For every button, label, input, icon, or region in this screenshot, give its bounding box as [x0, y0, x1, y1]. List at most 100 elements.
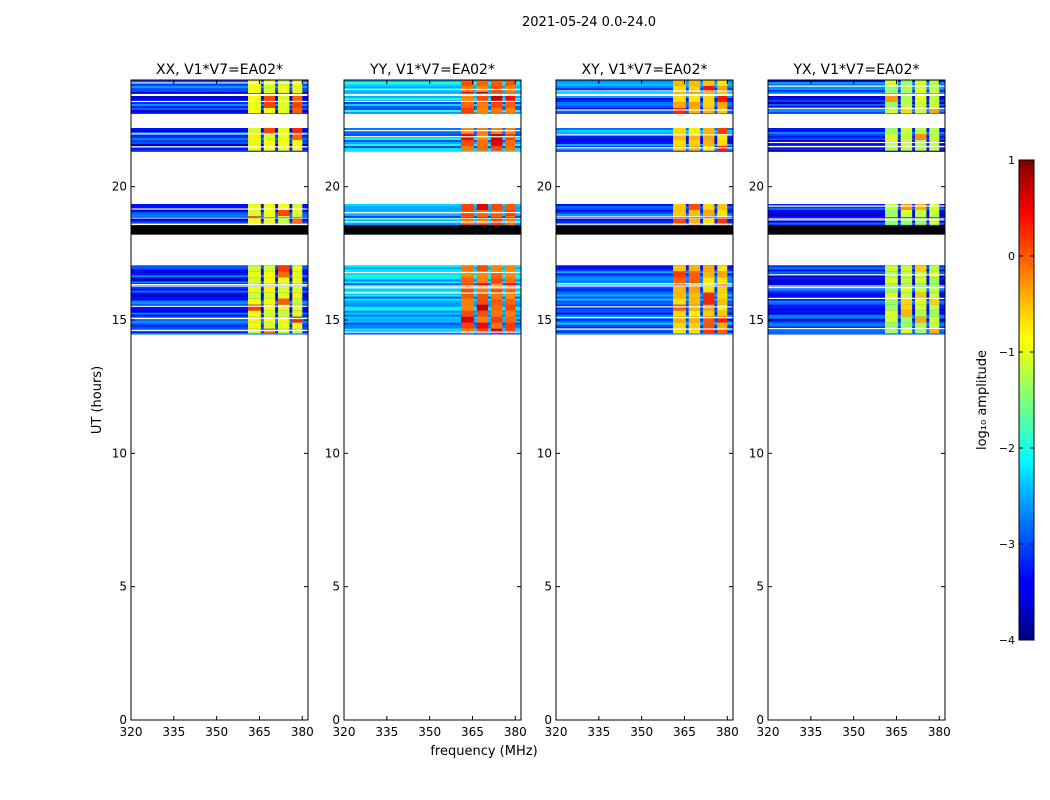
texture-stripe — [768, 332, 945, 335]
band-cell — [461, 298, 474, 305]
texture-stripe — [556, 290, 733, 293]
texture-stripe — [131, 300, 308, 303]
band-cell — [885, 92, 898, 94]
band-cell — [688, 86, 701, 92]
texture-stripe — [556, 320, 733, 323]
texture-stripe — [344, 332, 521, 335]
texture-stripe — [344, 324, 521, 327]
band-cell — [703, 224, 715, 226]
band-cell — [673, 328, 686, 334]
y-tick-label: 5 — [332, 580, 340, 594]
band-cell — [491, 265, 503, 272]
band-cell — [476, 204, 489, 210]
band-cell — [688, 134, 701, 140]
texture-stripe — [131, 110, 308, 112]
band-cell — [673, 218, 686, 225]
band-cell — [292, 96, 303, 102]
texture-stripe — [768, 316, 945, 319]
texture-stripe — [556, 214, 733, 216]
band-cell — [278, 298, 290, 305]
band-cell — [929, 328, 940, 334]
texture-stripe — [556, 294, 733, 297]
texture-stripe — [131, 265, 308, 268]
texture-stripe — [768, 150, 945, 152]
band-cell — [476, 146, 489, 151]
band-cell — [673, 304, 686, 311]
texture-stripe — [768, 128, 945, 130]
flag-line — [556, 283, 733, 285]
band-cell — [263, 286, 276, 293]
band-cell — [703, 80, 715, 86]
texture-stripe — [768, 144, 945, 146]
texture-stripe — [768, 320, 945, 323]
panel-title: YY, V1*V7=EA02* — [369, 62, 495, 78]
band-cell — [263, 96, 276, 102]
texture-stripe — [556, 100, 733, 102]
texture-stripe — [344, 148, 521, 150]
band-cell — [263, 218, 276, 225]
band-cell — [885, 322, 898, 329]
texture-stripe — [768, 304, 945, 307]
flag-line — [768, 205, 945, 207]
band-cell — [263, 216, 276, 218]
texture-stripe — [344, 150, 521, 152]
texture-stripe — [344, 110, 521, 112]
band-cell — [900, 80, 913, 86]
x-tick-label: 365 — [248, 725, 271, 739]
band-cell — [885, 310, 898, 317]
band-cell — [278, 140, 290, 146]
texture-stripe — [556, 208, 733, 210]
band-cell — [915, 146, 927, 151]
band-cell — [703, 271, 715, 278]
band-cell — [505, 316, 516, 323]
texture-stripe — [131, 332, 308, 335]
texture-stripe — [131, 320, 308, 323]
colorbar-tick-label: −2 — [999, 442, 1015, 455]
texture-stripe — [344, 104, 521, 106]
band-cell — [292, 108, 303, 114]
band-cell — [278, 96, 290, 102]
band-cell — [278, 322, 290, 329]
band-cell — [673, 316, 686, 323]
y-tick-label: 15 — [112, 313, 127, 327]
band-cell — [915, 134, 927, 140]
band-cell — [703, 286, 715, 293]
texture-stripe — [556, 292, 733, 295]
band-cell — [688, 310, 701, 317]
band-cell — [461, 146, 474, 151]
band-cell — [491, 96, 503, 102]
texture-stripe — [131, 112, 308, 114]
texture-stripe — [556, 104, 733, 106]
band-cell — [900, 210, 913, 216]
texture-stripe — [131, 140, 308, 142]
texture-stripe — [556, 298, 733, 301]
texture-stripe — [556, 128, 733, 130]
texture-stripe — [131, 210, 308, 212]
band-cell — [688, 92, 701, 94]
band-cell — [885, 96, 898, 102]
band-cell — [461, 102, 474, 108]
band-cell — [915, 298, 927, 305]
texture-stripe — [768, 134, 945, 136]
band-cell — [717, 210, 728, 216]
band-cell — [292, 298, 303, 305]
texture-stripe — [556, 286, 733, 289]
x-tick-label: 350 — [205, 725, 228, 739]
texture-stripe — [344, 326, 521, 329]
band-cell — [717, 128, 728, 134]
x-tick-label: 365 — [461, 725, 484, 739]
colorbar-tick-label: −3 — [999, 538, 1015, 551]
band-cell — [292, 292, 303, 299]
texture-stripe — [344, 310, 521, 313]
band-cell — [292, 286, 303, 293]
band-cell — [688, 140, 701, 146]
texture-stripe — [344, 106, 521, 108]
texture-stripe — [131, 204, 308, 206]
texture-stripe — [131, 88, 308, 90]
texture-stripe — [344, 300, 521, 303]
flag-line — [344, 221, 521, 223]
texture-stripe — [768, 277, 945, 280]
texture-stripe — [131, 222, 308, 225]
band-cell — [278, 204, 290, 210]
band-cell — [476, 322, 489, 329]
